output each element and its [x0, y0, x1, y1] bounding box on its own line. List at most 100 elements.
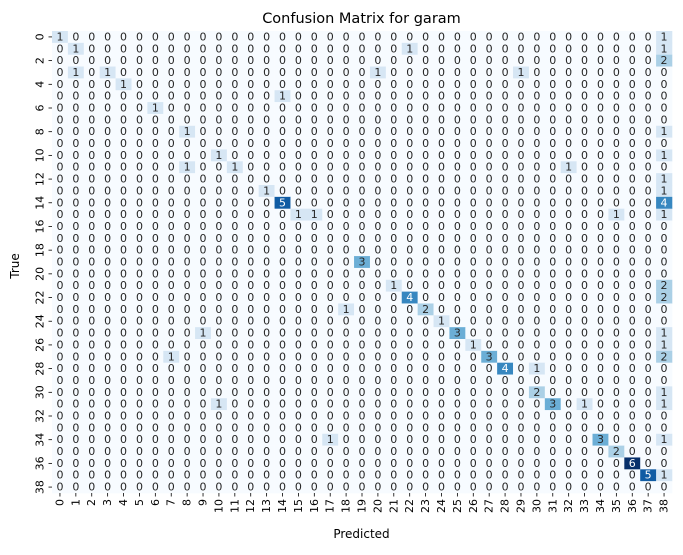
x-tick-label: 31	[546, 499, 559, 513]
heatmap-cell	[560, 113, 577, 127]
heatmap-cell	[195, 66, 212, 79]
heatmap-cell	[67, 42, 85, 55]
heatmap-cell	[528, 90, 546, 103]
y-tick-label: 24	[34, 314, 47, 328]
heatmap-cell	[67, 78, 85, 91]
heatmap-cell	[592, 78, 609, 91]
heatmap-cell	[195, 90, 212, 103]
heatmap-cell	[544, 66, 562, 79]
heatmap-cell	[290, 66, 307, 79]
heatmap-cell	[338, 78, 355, 91]
cell-value-label: 0	[152, 481, 159, 494]
heatmap-cell	[369, 66, 387, 79]
cell-value-label: 0	[311, 481, 318, 494]
heatmap-cell	[322, 78, 339, 91]
heatmap-cell	[258, 113, 275, 127]
heatmap-cell	[242, 31, 259, 44]
heatmap-cell	[576, 125, 593, 138]
heatmap-cell	[497, 125, 514, 138]
heatmap-cell	[67, 54, 85, 67]
x-tick-label: 27	[483, 499, 496, 513]
heatmap-cell	[210, 78, 228, 91]
heatmap-cell	[592, 54, 609, 67]
heatmap-cell	[656, 42, 673, 55]
heatmap-cell	[338, 102, 355, 115]
heatmap-cell	[210, 125, 228, 138]
heatmap-cell	[544, 42, 562, 55]
heatmap-cell	[369, 90, 387, 103]
heatmap-cell	[481, 54, 498, 67]
cell-value-label: 0	[581, 481, 588, 494]
heatmap-cell	[369, 102, 387, 115]
heatmap-cell	[592, 42, 609, 55]
heatmap-cell	[576, 78, 593, 91]
heatmap-cell	[115, 42, 132, 55]
heatmap-cell	[385, 66, 403, 79]
heatmap-cell	[179, 137, 196, 150]
y-tick-label: 30	[34, 385, 47, 399]
heatmap-cell	[417, 42, 434, 55]
heatmap-cell	[52, 137, 69, 150]
cell-value-label: 0	[56, 481, 63, 494]
heatmap-cell	[242, 125, 259, 138]
y-tick-label: 34	[34, 433, 47, 447]
cell-value-label: 0	[549, 481, 556, 494]
heatmap-cell	[131, 66, 148, 79]
heatmap-cell	[52, 66, 69, 79]
heatmap-cell	[195, 125, 212, 138]
x-tick-label: 19	[356, 499, 369, 513]
cell-value-label: 0	[406, 481, 413, 494]
heatmap-cell	[258, 31, 275, 44]
heatmap-cell	[147, 54, 164, 67]
heatmap-cell	[163, 137, 180, 150]
cell-value-label: 0	[517, 481, 524, 494]
heatmap-cell	[354, 66, 371, 79]
heatmap-cell	[52, 90, 69, 103]
heatmap-cell	[608, 125, 625, 138]
heatmap-cell	[210, 31, 228, 44]
heatmap-cell	[274, 66, 291, 79]
heatmap-cell	[449, 78, 466, 91]
heatmap-cell	[576, 90, 593, 103]
x-tick-label: 4	[117, 499, 130, 506]
heatmap-cell	[481, 31, 498, 44]
heatmap-cell	[99, 78, 116, 91]
heatmap-cell	[354, 113, 371, 127]
x-tick-label: 13	[260, 499, 273, 513]
cell-value-label: 0	[247, 481, 254, 494]
cell-value-label: 0	[88, 481, 95, 494]
x-tick-label: 38	[658, 499, 671, 513]
heatmap-cell	[147, 66, 164, 79]
heatmap-cell	[163, 78, 180, 91]
heatmap-cell	[322, 31, 339, 44]
heatmap-cell	[560, 90, 577, 103]
heatmap-cell	[115, 113, 132, 127]
heatmap-cell	[433, 66, 450, 79]
heatmap-cell	[274, 78, 291, 91]
heatmap-cell	[83, 125, 100, 138]
heatmap-cell	[513, 42, 530, 55]
heatmap-cell	[385, 54, 403, 67]
heatmap-cell	[640, 102, 657, 115]
heatmap-cell	[131, 42, 148, 55]
heatmap-cell	[640, 54, 657, 67]
heatmap-cell	[258, 54, 275, 67]
y-axis-label: True	[8, 253, 22, 280]
heatmap-cell	[210, 137, 228, 150]
heatmap-cell	[99, 42, 116, 55]
heatmap-cell	[67, 31, 85, 44]
heatmap-cell	[99, 102, 116, 115]
cell-value-label: 0	[327, 481, 334, 494]
heatmap-cell	[115, 66, 132, 79]
y-tick-label: 32	[34, 409, 47, 423]
heatmap-cell	[640, 125, 657, 138]
heatmap-cell	[417, 113, 434, 127]
heatmap-cell	[656, 125, 673, 138]
x-tick-label: 37	[642, 499, 655, 513]
y-tick-label: 6	[34, 105, 47, 112]
heatmap-cell	[433, 102, 450, 115]
heatmap-cell	[656, 78, 673, 91]
heatmap-cell	[576, 54, 593, 67]
